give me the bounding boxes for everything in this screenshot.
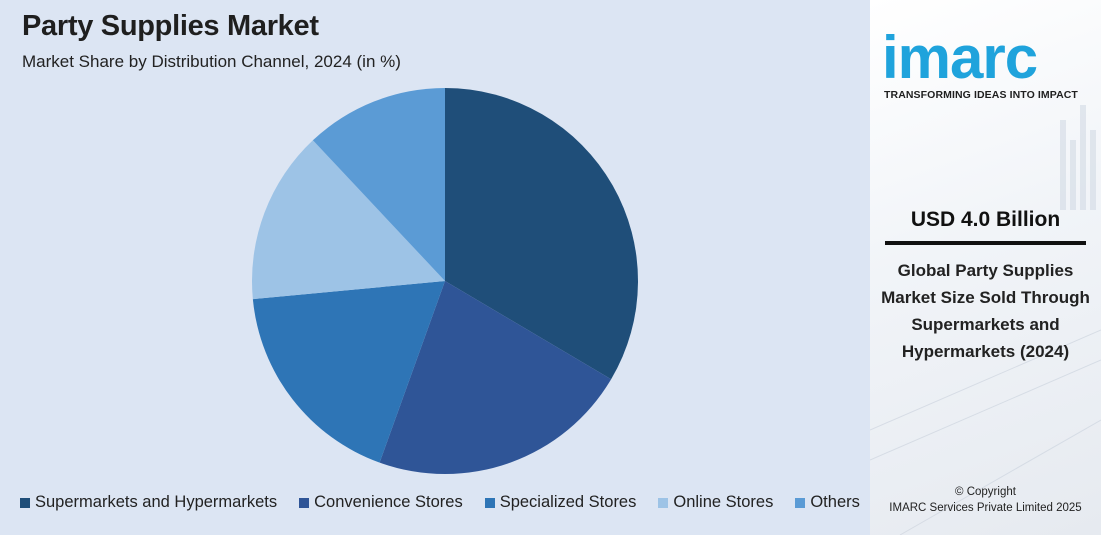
legend-item-supermarkets: Supermarkets and Hypermarkets bbox=[20, 493, 277, 512]
pie-slice-supermarkets bbox=[445, 88, 638, 380]
legend-label: Others bbox=[810, 493, 860, 511]
chart-legend: Supermarkets and Hypermarkets Convenienc… bbox=[20, 493, 860, 512]
legend-swatch bbox=[658, 497, 669, 508]
legend-swatch bbox=[20, 497, 30, 508]
market-size-value: USD 4.0 Billion bbox=[910, 208, 1061, 231]
info-panel: imarc TRANSFORMING IDEAS INTO IMPACT USD… bbox=[870, 0, 1101, 535]
legend-label: Supermarkets and Hypermarkets bbox=[35, 493, 278, 511]
copyright-line-1: © Copyright bbox=[955, 486, 1016, 498]
legend-item-others: Others bbox=[795, 493, 860, 512]
copyright-line-2: IMARC Services Private Limited 2025 bbox=[889, 502, 1082, 514]
legend-label: Specialized Stores bbox=[499, 493, 637, 511]
copyright: © Copyright IMARC Services Private Limit… bbox=[870, 484, 1101, 516]
imarc-logo: imarc bbox=[882, 24, 1038, 91]
pie-slice-specialized bbox=[252, 281, 445, 463]
legend-label: Online Stores bbox=[673, 493, 774, 511]
chart-panel: Party Supplies Market Market Share by Di… bbox=[0, 0, 870, 535]
legend-item-convenience: Convenience Stores bbox=[299, 493, 463, 512]
pie-slice-others bbox=[312, 88, 445, 281]
divider bbox=[885, 241, 1086, 245]
legend-item-specialized: Specialized Stores bbox=[484, 493, 637, 512]
pie-chart bbox=[252, 88, 638, 474]
pie-slice-convenience bbox=[379, 281, 612, 474]
brand-tagline: TRANSFORMING IDEAS INTO IMPACT bbox=[884, 89, 1078, 101]
legend-label: Convenience Stores bbox=[314, 493, 463, 511]
chart-subtitle: Market Share by Distribution Channel, 20… bbox=[22, 52, 401, 71]
background-decoration bbox=[870, 105, 1101, 535]
pie-slice-online bbox=[252, 140, 445, 300]
chart-title: Party Supplies Market bbox=[22, 10, 319, 42]
legend-item-online: Online Stores bbox=[658, 493, 773, 512]
legend-swatch bbox=[299, 497, 310, 508]
market-size-description: Global Party Supplies Market Size Sold T… bbox=[881, 261, 1090, 361]
legend-swatch bbox=[795, 497, 806, 508]
legend-swatch bbox=[484, 497, 495, 508]
